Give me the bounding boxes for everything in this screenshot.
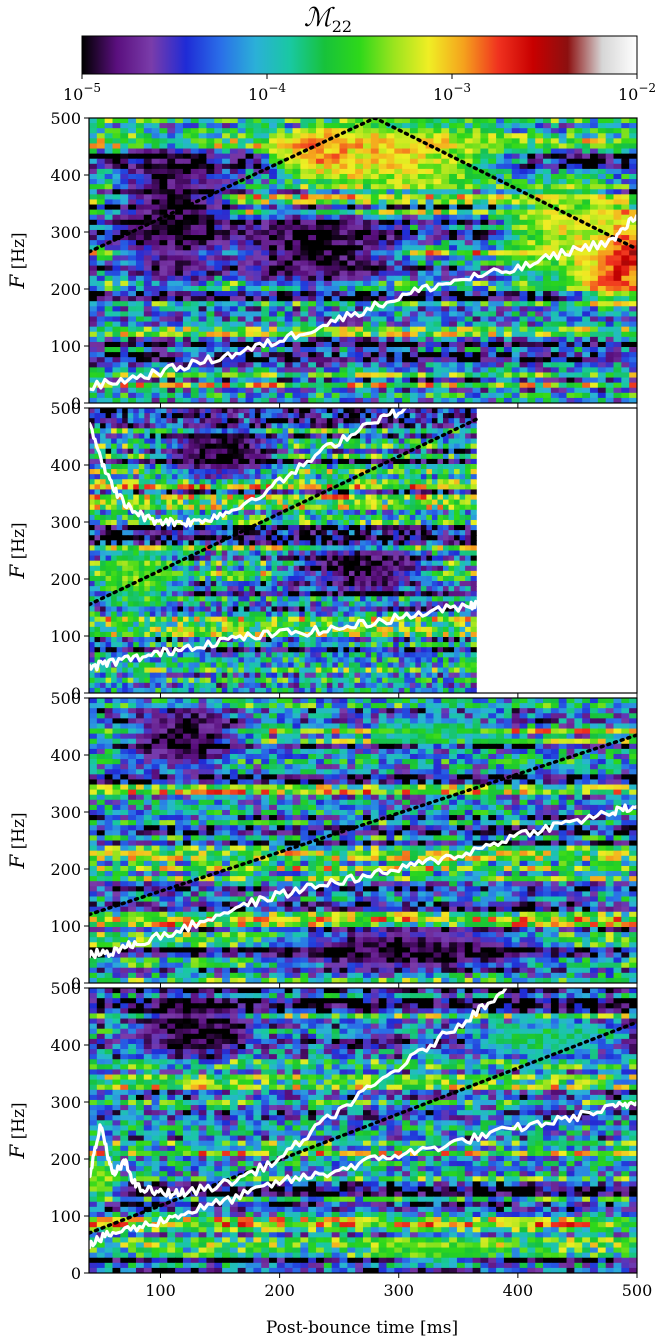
y-tick-label: 0 — [71, 394, 81, 413]
y-tick-label: 300 — [50, 803, 81, 822]
y-tick-label: 200 — [50, 280, 81, 299]
colorbar-tick-label: 10−3 — [433, 81, 471, 104]
white-line-1 — [89, 988, 508, 1200]
x-tick-label: 100 — [145, 1281, 176, 1300]
x-tick-label: 400 — [503, 1281, 534, 1300]
white-line-1 — [89, 408, 411, 528]
y-tick-label: 400 — [50, 166, 81, 185]
panel-1: 0 100 200 300 400 500 F [Hz] — [5, 109, 638, 413]
colorbar: 10−5 10−4 10−3 10−2 — [63, 35, 656, 104]
panel-frame — [88, 407, 638, 694]
panel-2: 0 100 200 300 400 500 F [Hz] — [5, 399, 638, 703]
y-tick-label: 200 — [50, 1150, 81, 1169]
y-tick-label: 200 — [50, 570, 81, 589]
x-axis-label: Post-bounce time [ms] — [266, 1318, 458, 1338]
dotted-line — [89, 1020, 637, 1235]
panel-3: 0 100 200 300 400 500 F [Hz] — [5, 689, 638, 993]
y-axis-label: F [Hz] — [5, 812, 29, 869]
y-tick-label: 0 — [71, 684, 81, 703]
white-line-1 — [89, 214, 637, 392]
heatmap — [89, 698, 637, 983]
heatmap — [89, 118, 637, 403]
panels: 0 100 200 300 400 500 F [Hz] 0 100 200 300 400 500 F … — [5, 109, 652, 1300]
heatmap — [89, 988, 637, 1273]
panel-frame — [88, 117, 638, 404]
y-tick-label: 400 — [50, 456, 81, 475]
y-axis-label: F [Hz] — [5, 1102, 29, 1159]
y-axis-label: F [Hz] — [5, 522, 29, 579]
white-line-1 — [89, 803, 637, 960]
y-tick-label: 300 — [50, 223, 81, 242]
y-tick-label: 100 — [50, 1207, 81, 1226]
y-tick-label: 300 — [50, 1093, 81, 1112]
y-tick-label: 100 — [50, 337, 81, 356]
dotted-line — [89, 733, 637, 917]
y-tick-label: 0 — [71, 1264, 81, 1283]
y-tick-label: 500 — [50, 399, 81, 418]
y-axis-label: F [Hz] — [5, 232, 29, 289]
y-tick-label: 100 — [50, 917, 81, 936]
x-tick-label: 200 — [264, 1281, 295, 1300]
heatmap — [89, 408, 477, 693]
colorbar-tick-label: 10−2 — [618, 81, 656, 104]
y-tick-label: 300 — [50, 513, 81, 532]
y-tick-label: 200 — [50, 860, 81, 879]
y-tick-label: 0 — [71, 974, 81, 993]
y-tick-label: 400 — [50, 1036, 81, 1055]
panel-frame — [88, 987, 638, 1274]
panel-4: 0 100 200 300 400 500 100 200 300 400 500 F [Hz] — [5, 979, 652, 1300]
y-tick-label: 500 — [50, 109, 81, 128]
colorbar-gradient — [81, 35, 638, 75]
colorbar-title: ℳ22 — [304, 3, 352, 36]
white-line-2 — [89, 1100, 637, 1250]
dotted-line — [89, 417, 478, 607]
y-tick-label: 100 — [50, 627, 81, 646]
colorbar-tick-label: 10−4 — [248, 81, 286, 104]
x-tick-label: 300 — [383, 1281, 414, 1300]
panel-frame — [88, 697, 638, 984]
y-tick-label: 500 — [50, 979, 81, 998]
dotted-line — [89, 118, 637, 254]
y-tick-label: 500 — [50, 689, 81, 708]
y-tick-label: 400 — [50, 746, 81, 765]
x-tick-label: 500 — [622, 1281, 653, 1300]
white-line-2 — [89, 599, 478, 672]
colorbar-tick-label: 10−5 — [63, 81, 101, 104]
